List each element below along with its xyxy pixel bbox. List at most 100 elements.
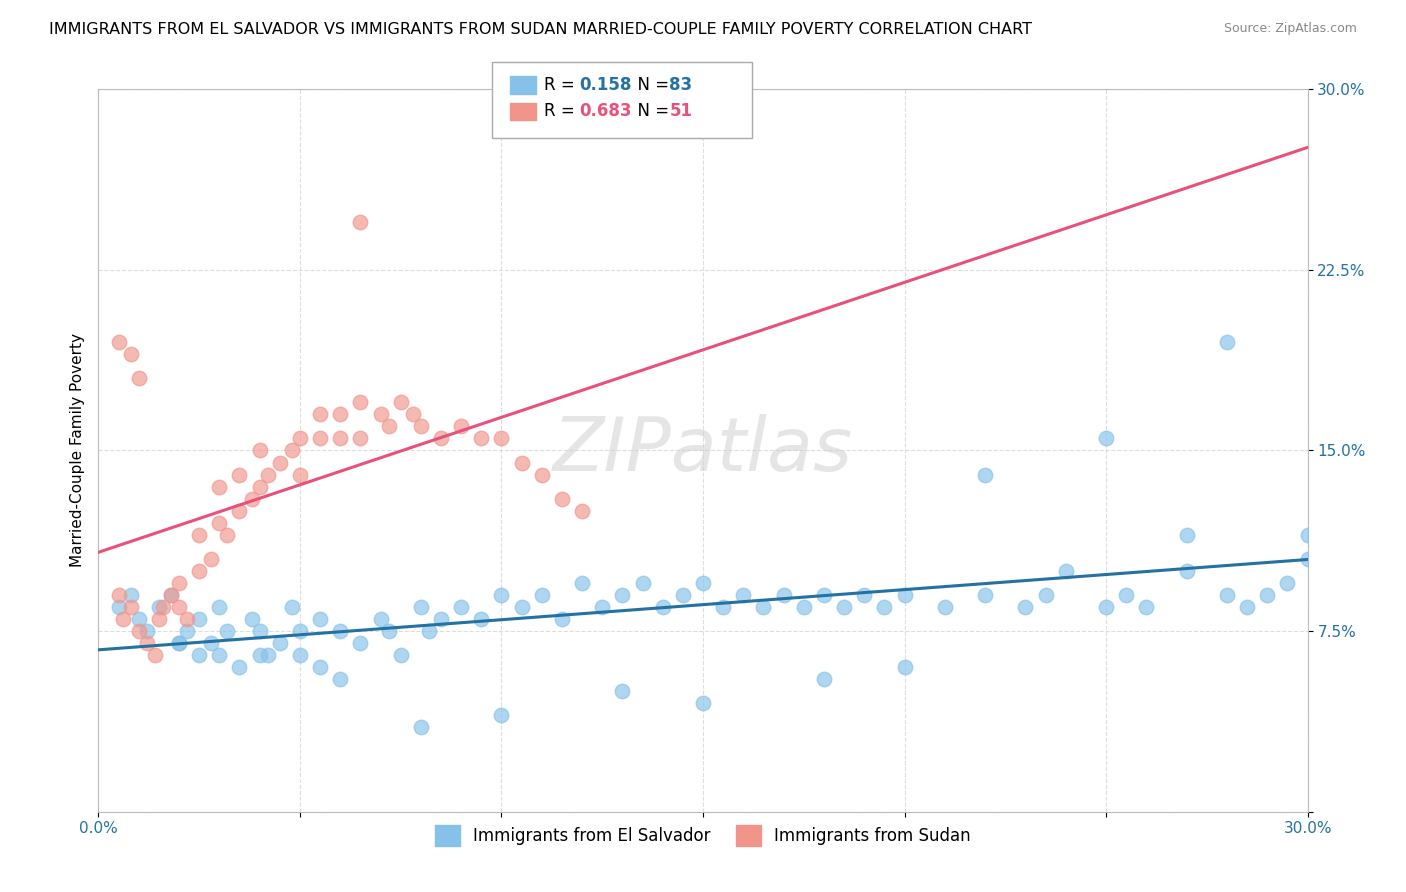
Point — [288, 431, 311, 445]
Point — [329, 673, 352, 687]
Point — [389, 648, 412, 662]
Point — [934, 599, 956, 614]
Point — [1135, 599, 1157, 614]
Point — [389, 395, 412, 409]
Point — [530, 467, 553, 482]
Text: 0.683: 0.683 — [579, 103, 631, 120]
Text: Source: ZipAtlas.com: Source: ZipAtlas.com — [1223, 22, 1357, 36]
Point — [711, 599, 734, 614]
Point — [1296, 551, 1319, 566]
Point — [873, 599, 896, 614]
Point — [208, 480, 231, 494]
Point — [1054, 564, 1077, 578]
Point — [470, 612, 492, 626]
Point — [167, 636, 190, 650]
Point — [176, 612, 198, 626]
Point — [409, 599, 432, 614]
Point — [450, 419, 472, 434]
Point — [128, 624, 150, 639]
Point — [269, 455, 291, 469]
Point — [491, 431, 513, 445]
Point — [329, 624, 352, 639]
Point — [152, 599, 174, 614]
Point — [1035, 588, 1057, 602]
Point — [107, 588, 129, 602]
Point — [631, 576, 654, 591]
Point — [288, 624, 311, 639]
Point — [491, 588, 513, 602]
Point — [120, 599, 142, 614]
Point — [813, 673, 835, 687]
Point — [281, 599, 304, 614]
Point — [349, 214, 371, 228]
Point — [228, 660, 250, 674]
Point — [208, 516, 231, 530]
Point — [974, 588, 997, 602]
Point — [217, 527, 239, 541]
Point — [450, 599, 472, 614]
Point — [377, 624, 399, 639]
Point — [240, 612, 263, 626]
Point — [309, 660, 332, 674]
Point — [228, 467, 250, 482]
Point — [1256, 588, 1278, 602]
Point — [813, 588, 835, 602]
Point — [510, 599, 533, 614]
Point — [329, 431, 352, 445]
Point — [1175, 527, 1198, 541]
Point — [208, 648, 231, 662]
Point — [772, 588, 794, 602]
Point — [1216, 588, 1239, 602]
Point — [551, 612, 574, 626]
Point — [107, 334, 129, 349]
Point — [249, 648, 271, 662]
Point — [167, 576, 190, 591]
Point — [530, 588, 553, 602]
Point — [160, 588, 183, 602]
Point — [409, 721, 432, 735]
Point — [418, 624, 440, 639]
Y-axis label: Married-Couple Family Poverty: Married-Couple Family Poverty — [69, 334, 84, 567]
Point — [188, 564, 211, 578]
Point — [510, 455, 533, 469]
Point — [309, 612, 332, 626]
Point — [249, 443, 271, 458]
Point — [188, 527, 211, 541]
Point — [1277, 576, 1299, 591]
Point — [793, 599, 815, 614]
Point — [409, 419, 432, 434]
Point — [1014, 599, 1036, 614]
Point — [832, 599, 855, 614]
Text: N =: N = — [627, 103, 675, 120]
Point — [402, 407, 425, 421]
Point — [160, 588, 183, 602]
Text: 51: 51 — [669, 103, 692, 120]
Point — [672, 588, 695, 602]
Point — [167, 599, 190, 614]
Point — [176, 624, 198, 639]
Point — [228, 503, 250, 517]
Point — [612, 588, 634, 602]
Point — [551, 491, 574, 506]
Point — [651, 599, 673, 614]
Point — [135, 636, 157, 650]
Text: R =: R = — [544, 103, 581, 120]
Point — [111, 612, 134, 626]
Point — [200, 636, 222, 650]
Legend: Immigrants from El Salvador, Immigrants from Sudan: Immigrants from El Salvador, Immigrants … — [427, 817, 979, 854]
Text: 83: 83 — [669, 76, 692, 94]
Point — [1216, 334, 1239, 349]
Point — [269, 636, 291, 650]
Point — [249, 624, 271, 639]
Point — [256, 648, 278, 662]
Point — [309, 407, 332, 421]
Point — [612, 684, 634, 698]
Text: IMMIGRANTS FROM EL SALVADOR VS IMMIGRANTS FROM SUDAN MARRIED-COUPLE FAMILY POVER: IMMIGRANTS FROM EL SALVADOR VS IMMIGRANT… — [49, 22, 1032, 37]
Point — [752, 599, 775, 614]
Point — [1296, 527, 1319, 541]
Point — [349, 395, 371, 409]
Point — [1095, 431, 1118, 445]
Point — [167, 636, 190, 650]
Text: R =: R = — [544, 76, 581, 94]
Text: N =: N = — [627, 76, 675, 94]
